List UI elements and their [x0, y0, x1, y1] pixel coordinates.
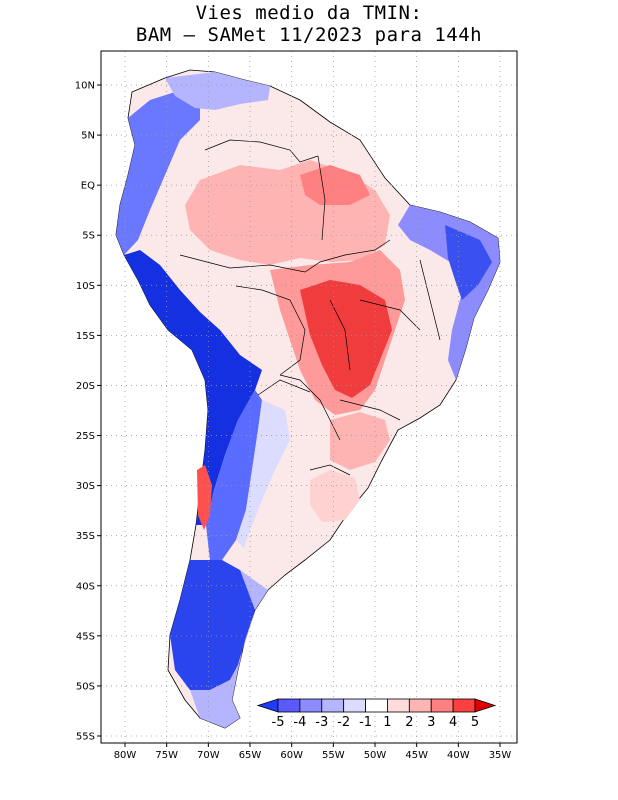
map-title-line1: Vies medio da TMIN: — [195, 2, 423, 24]
cold-bias-patagonia-edge — [190, 570, 268, 728]
cold-bias-argentina-north — [236, 400, 290, 548]
colorbar-box — [408, 698, 432, 713]
lat-tick-label: 5N — [81, 131, 95, 142]
lon-tick-label: 45W — [405, 750, 428, 761]
lon-tick-label: 40W — [447, 750, 470, 761]
grid-lines — [101, 51, 517, 743]
lon-tick-label: 80W — [114, 750, 137, 761]
colorbar-box — [321, 698, 345, 713]
lon-tick-label: 60W — [280, 750, 303, 761]
colorbar-box — [343, 698, 366, 713]
colorbar-label: -1 — [359, 715, 372, 730]
colorbar-label: -2 — [337, 715, 350, 730]
warm-bias-south-brazil — [310, 470, 360, 522]
lat-tick-label: 40S — [76, 581, 95, 592]
lon-tick-label: 75W — [155, 750, 178, 761]
map-frame — [100, 50, 518, 744]
lat-tick-label: 55S — [76, 732, 95, 743]
cold-bias-west-coast — [124, 250, 262, 525]
colorbar-label: 5 — [471, 715, 479, 730]
lat-tick-label: 10N — [75, 81, 95, 92]
lon-tick-label: 55W — [322, 750, 345, 761]
colorbar-box — [299, 698, 323, 713]
lat-tick-label: 45S — [76, 631, 95, 642]
colorbar-arrow-right — [474, 698, 497, 713]
lat-tick-label: 35S — [76, 531, 95, 542]
lat-tick-label: 15S — [76, 331, 95, 342]
lat-tick-label: 5S — [82, 231, 95, 242]
colorbar-label: -3 — [315, 715, 328, 730]
longitude-axis: 80W 75W 70W 65W 60W 55W 50W 45W 40W 35W — [114, 743, 512, 761]
lat-tick-label: 30S — [76, 481, 95, 492]
lat-tick-label: 50S — [76, 681, 95, 692]
colorbar-label: -5 — [272, 715, 285, 730]
colorbar-label: 3 — [427, 715, 435, 730]
colorbar-label: 4 — [449, 715, 457, 730]
lon-tick-label: 65W — [239, 750, 262, 761]
colorbar-box — [277, 698, 301, 713]
warm-bias-guianas — [300, 165, 370, 205]
cold-bias-andes-central — [206, 390, 262, 560]
colorbar: -5 -4 -3 -2 -1 1 2 3 4 5 — [256, 698, 497, 730]
lat-tick-label: 25S — [76, 431, 95, 442]
colorbar-box — [430, 698, 454, 713]
colorbar-box — [365, 698, 388, 713]
cold-bias-northeast-inner — [445, 225, 492, 300]
country-borders — [179, 139, 441, 476]
lat-tick-label: EQ — [81, 181, 95, 192]
map-title-line2: BAM – SAMet 11/2023 para 144h — [135, 24, 483, 46]
latitude-axis: 10N 5N EQ 5S 10S 15S 20S 25S 30S 35S 40S 45S 50S 55S — [75, 81, 101, 743]
colorbar-box — [452, 698, 476, 713]
lon-tick-label: 50W — [364, 750, 387, 761]
cold-bias-andes-north — [116, 92, 200, 255]
lat-tick-label: 20S — [76, 381, 95, 392]
cold-bias-patagonia — [170, 560, 262, 690]
colorbar-box — [387, 698, 410, 713]
colorbar-label: -4 — [293, 715, 306, 730]
colorbar-label: 1 — [383, 715, 391, 730]
lon-tick-label: 70W — [197, 750, 220, 761]
lat-tick-label: 10S — [76, 281, 95, 292]
lon-tick-label: 35W — [489, 750, 512, 761]
cold-bias-caribbean-coast — [165, 72, 270, 110]
colorbar-label: 2 — [405, 715, 413, 730]
